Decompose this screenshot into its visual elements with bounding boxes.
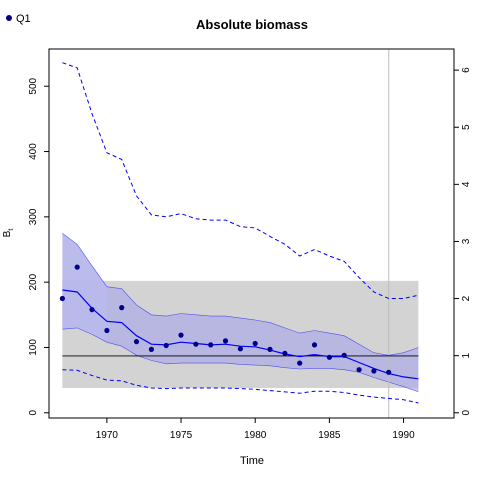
plot-frame bbox=[48, 48, 455, 419]
x-tick-label: 1985 bbox=[318, 430, 341, 441]
x-tick-label: 1990 bbox=[392, 430, 415, 441]
outer-upper-line bbox=[62, 62, 419, 299]
y-tick-label: 300 bbox=[28, 208, 39, 225]
data-point bbox=[148, 346, 154, 352]
y-axis: 0 100 200 300 400 500 bbox=[28, 77, 49, 416]
data-point bbox=[222, 338, 229, 344]
svg-text:Bt: Bt bbox=[2, 229, 15, 238]
data-point bbox=[193, 341, 199, 347]
data-point bbox=[297, 360, 303, 366]
right-tick-label: 3 bbox=[461, 238, 472, 244]
plot-area bbox=[59, 49, 419, 418]
x-tick-label: 1970 bbox=[96, 430, 119, 441]
data-point bbox=[89, 307, 95, 313]
x-axis: 1970 1975 1980 1985 1990 bbox=[96, 418, 415, 441]
data-point bbox=[386, 369, 392, 375]
data-point bbox=[371, 368, 377, 374]
right-tick-label: 4 bbox=[461, 181, 472, 187]
x-axis-label: Time bbox=[240, 455, 264, 467]
data-point bbox=[163, 342, 169, 349]
data-point bbox=[74, 264, 80, 270]
x-tick-label: 1975 bbox=[170, 430, 193, 441]
right-tick-label: 0 bbox=[461, 410, 472, 416]
legend: Q1 bbox=[6, 13, 31, 25]
y-tick-label: 200 bbox=[28, 273, 39, 290]
data-point bbox=[341, 352, 347, 358]
data-point bbox=[208, 342, 214, 348]
data-point bbox=[311, 342, 318, 348]
y-tick-label: 500 bbox=[28, 77, 39, 94]
data-point bbox=[252, 340, 258, 347]
y-tick-label: 0 bbox=[28, 410, 39, 416]
data-point bbox=[119, 305, 125, 311]
right-axis: 0 1 2 3 4 5 6 bbox=[454, 67, 472, 416]
data-point bbox=[267, 346, 273, 352]
data-point bbox=[133, 339, 140, 345]
right-tick-label: 6 bbox=[461, 67, 472, 73]
data-point bbox=[104, 327, 110, 334]
data-point bbox=[326, 354, 332, 360]
legend-marker bbox=[6, 15, 12, 21]
data-point bbox=[237, 346, 243, 352]
y-axis-label: Bt bbox=[2, 229, 15, 238]
data-point bbox=[59, 295, 65, 302]
chart-title: Absolute biomass bbox=[196, 17, 308, 32]
right-tick-label: 5 bbox=[461, 124, 472, 130]
y-tick-label: 400 bbox=[28, 143, 39, 160]
x-tick-label: 1980 bbox=[244, 430, 267, 441]
data-point bbox=[356, 367, 362, 373]
data-point bbox=[178, 332, 184, 338]
legend-label: Q1 bbox=[16, 13, 31, 25]
ci-band bbox=[62, 233, 419, 392]
right-tick-label: 2 bbox=[461, 295, 472, 301]
ci-upper-line bbox=[62, 232, 419, 356]
y-axis-label-main: B bbox=[2, 230, 13, 237]
y-axis-label-sub: t bbox=[8, 229, 15, 231]
data-point bbox=[282, 350, 288, 356]
y-tick-label: 100 bbox=[28, 339, 39, 356]
right-tick-label: 1 bbox=[461, 352, 472, 358]
